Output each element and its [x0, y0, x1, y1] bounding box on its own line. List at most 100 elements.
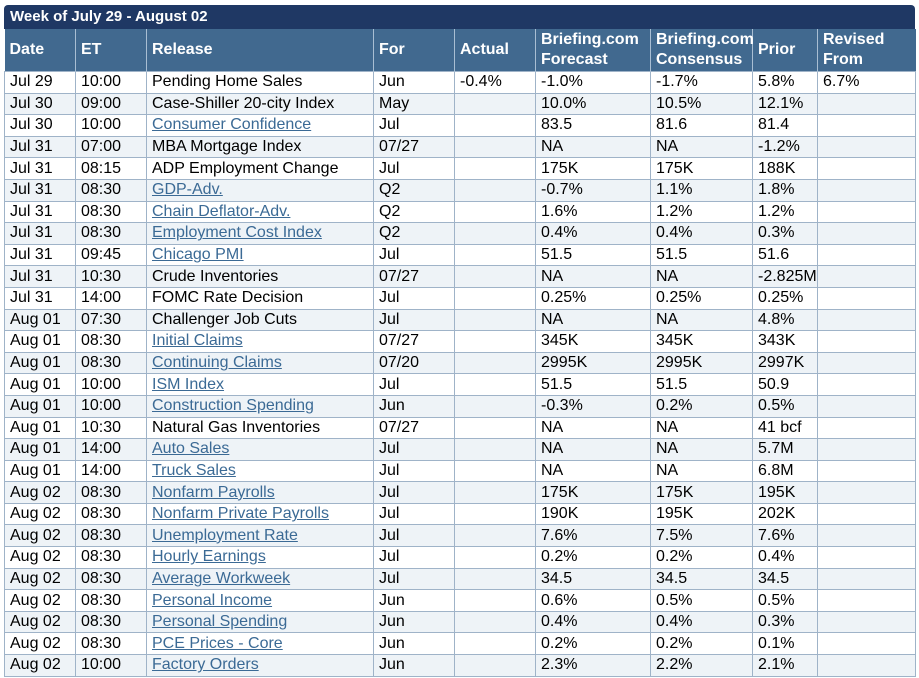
cell-revised — [817, 243, 916, 267]
cell-et: 08:30 — [75, 481, 147, 504]
cell-forecast: 0.6% — [535, 589, 651, 612]
table-row: Jul 31 08:30 GDP-Adv. Q2 -0.7% 1.1% 1.8% — [4, 178, 916, 202]
cell-revised — [817, 589, 916, 612]
cell-for: 07/27 — [373, 330, 455, 353]
cell-date: Jul 31 — [4, 178, 76, 202]
release-link[interactable]: Continuing Claims — [152, 354, 282, 372]
cell-release: ISM Index — [146, 373, 374, 396]
cell-prior: 2997K — [752, 351, 818, 375]
cell-date: Aug 01 — [4, 351, 76, 375]
cell-forecast: -0.3% — [535, 394, 651, 418]
release-link[interactable]: Factory Orders — [152, 656, 259, 674]
cell-actual — [454, 654, 536, 677]
release-link[interactable]: ISM Index — [152, 375, 225, 393]
table-row: Aug 02 08:30 Average Workweek Jul 34.5 34.5 34… — [4, 567, 916, 591]
release-link[interactable]: Truck Sales — [152, 461, 236, 479]
cell-for: Jun — [373, 71, 455, 94]
release-link[interactable]: Construction Spending — [152, 397, 314, 415]
release-link[interactable]: Nonfarm Payrolls — [152, 483, 275, 501]
cell-prior: 0.3% — [752, 222, 818, 245]
table-row: Aug 01 07:30 Challenger Job Cuts Jul NA NA 4.8… — [4, 308, 916, 332]
cell-actual — [454, 481, 536, 504]
cell-forecast: 1.6% — [535, 200, 651, 224]
release-link[interactable]: Employment Cost Index — [152, 224, 322, 242]
cell-et: 09:00 — [75, 92, 147, 116]
cell-forecast: 2.3% — [535, 654, 651, 677]
release-link[interactable]: Auto Sales — [152, 440, 230, 458]
cell-actual — [454, 416, 536, 440]
cell-consensus: 0.4% — [650, 610, 753, 634]
cell-forecast: 10.0% — [535, 92, 651, 116]
table-row: Jul 31 08:15 ADP Employment Change Jul 175K 1… — [4, 157, 916, 180]
release-link[interactable]: Personal Income — [152, 591, 273, 609]
cell-consensus: NA — [650, 416, 753, 440]
release-link[interactable]: Nonfarm Private Payrolls — [152, 505, 329, 523]
cell-revised — [817, 459, 916, 483]
cell-et: 08:30 — [75, 567, 147, 591]
cell-date: Jul 31 — [4, 286, 76, 310]
cell-consensus: 175K — [650, 481, 753, 504]
cell-prior: 51.6 — [752, 243, 818, 267]
cell-for: Jul — [373, 286, 455, 310]
col-header-date: Date — [4, 29, 76, 72]
cell-consensus: NA — [650, 265, 753, 288]
table-row: Jul 31 08:30 Chain Deflator-Adv. Q2 1.6% 1.2%… — [4, 200, 916, 224]
release-link[interactable]: Initial Claims — [152, 332, 243, 350]
cell-date: Aug 01 — [4, 308, 76, 332]
cell-prior: 202K — [752, 502, 818, 526]
cell-actual — [454, 330, 536, 353]
cell-prior: 0.3% — [752, 610, 818, 634]
cell-consensus: 0.2% — [650, 394, 753, 418]
table-row: Jul 30 09:00 Case-Shiller 20-city Index May… — [4, 92, 916, 116]
cell-for: 07/27 — [373, 135, 455, 159]
cell-forecast: 83.5 — [535, 114, 651, 137]
cell-revised — [817, 546, 916, 569]
cell-release: Hourly Earnings — [146, 546, 374, 569]
release-link[interactable]: Consumer Confidence — [152, 116, 312, 134]
release-link[interactable]: Average Workweek — [152, 569, 291, 587]
cell-actual — [454, 286, 536, 310]
cell-consensus: 7.5% — [650, 524, 753, 548]
cell-et: 08:30 — [75, 222, 147, 245]
cell-forecast: 175K — [535, 157, 651, 180]
cell-prior: 188K — [752, 157, 818, 180]
table-row: Aug 02 08:30 Personal Income Jun 0.6% 0.5% 0.5… — [4, 589, 916, 612]
cell-revised — [817, 308, 916, 332]
cell-for: Jul — [373, 502, 455, 526]
cell-date: Jul 31 — [4, 135, 76, 159]
cell-forecast: NA — [535, 308, 651, 332]
cell-for: Jun — [373, 610, 455, 634]
release-link[interactable]: Chicago PMI — [152, 246, 244, 264]
cell-actual — [454, 308, 536, 332]
cell-et: 08:30 — [75, 200, 147, 224]
release-link[interactable]: Hourly Earnings — [152, 548, 266, 566]
cell-release: Initial Claims — [146, 330, 374, 353]
cell-forecast: 51.5 — [535, 373, 651, 396]
cell-revised — [817, 92, 916, 116]
release-link[interactable]: PCE Prices - Core — [152, 634, 283, 652]
cell-prior: 1.2% — [752, 200, 818, 224]
cell-for: Jun — [373, 394, 455, 418]
release-link[interactable]: Chain Deflator-Adv. — [152, 202, 291, 220]
economic-calendar-table: Date ET Release For Actual Briefing.com … — [4, 29, 916, 677]
cell-release: Challenger Job Cuts — [146, 308, 374, 332]
cell-date: Aug 02 — [4, 567, 76, 591]
table-row: Jul 31 14:00 FOMC Rate Decision Jul 0.25% 0.2… — [4, 286, 916, 310]
cell-forecast: -1.0% — [535, 71, 651, 94]
cell-et: 08:30 — [75, 632, 147, 656]
cell-et: 10:00 — [75, 654, 147, 677]
col-header-for: For — [373, 29, 455, 72]
cell-release: Continuing Claims — [146, 351, 374, 375]
table-row: Jul 31 10:30 Crude Inventories 07/27 NA NA -2.… — [4, 265, 916, 288]
cell-for: Jul — [373, 157, 455, 180]
release-link[interactable]: Personal Spending — [152, 613, 288, 631]
cell-forecast: 7.6% — [535, 524, 651, 548]
cell-release: Chain Deflator-Adv. — [146, 200, 374, 224]
release-link[interactable]: GDP-Adv. — [152, 181, 223, 199]
release-link[interactable]: Unemployment Rate — [152, 526, 298, 544]
cell-forecast: NA — [535, 459, 651, 483]
cell-release: FOMC Rate Decision — [146, 286, 374, 310]
cell-revised — [817, 114, 916, 137]
cell-revised — [817, 654, 916, 677]
cell-revised — [817, 135, 916, 159]
